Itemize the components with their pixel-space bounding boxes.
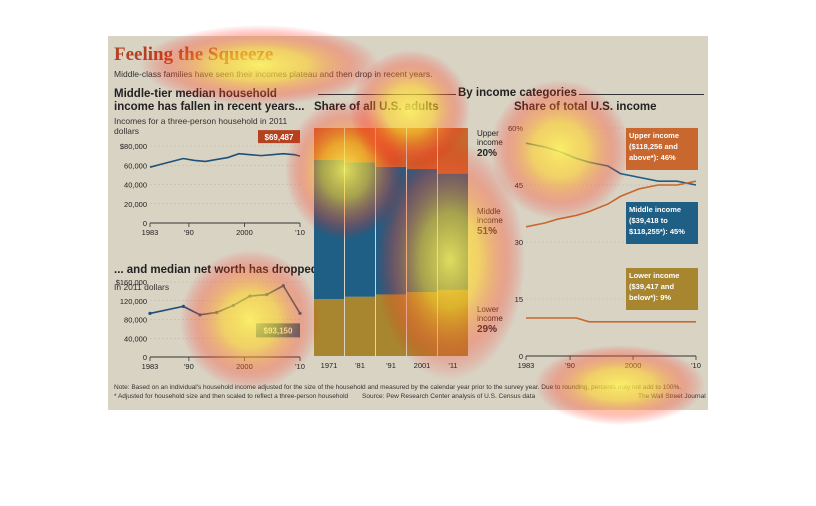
series-callout-label: $118,255*): 45% [629,227,685,236]
y-tick-label: $80,000 [120,142,147,151]
source-credit: Source: Pew Research Center analysis of … [362,393,536,400]
y-tick-label: 0 [519,352,523,361]
bar-segment [314,299,344,356]
income-line [149,152,301,168]
x-tick-label: '81 [355,361,365,370]
networth-callout-label: $93,150 [264,326,293,335]
footnote-note: Note: Based on an individual's household… [114,384,682,391]
bar-segment [345,162,375,297]
bar-segment [314,159,344,299]
charts-canvas: 0 20,000 40,000 60,000 $80,000 1983 '90 2000 '10… [116,124,701,371]
share-label-value: 51% [477,226,497,237]
bar-segment [407,128,437,170]
bar-segment [376,128,406,167]
publisher-credit: The Wall Street Journal [638,393,706,400]
x-tick-label: '11 [448,361,457,370]
x-tick-label: '10 [295,362,305,371]
footnote-adjusted: * Adjusted for household size and then s… [114,393,349,400]
data-point [215,310,219,315]
y-tick-label: 30 [515,238,523,247]
share-label-value: 29% [477,324,497,335]
data-point [265,293,269,297]
income-chart-unit: Incomes for a three-person household in … [114,116,288,136]
series-callout-label: above*): 46% [629,153,676,162]
x-tick-label: 1971 [321,361,338,370]
bar-segment [314,128,344,160]
series-callout-label: Lower income [629,271,679,280]
x-tick-label: 2000 [625,361,642,370]
share-label-value: 20% [477,148,497,159]
share-label-name: income [477,138,503,147]
networth-line [149,284,301,316]
bar-segment [345,296,375,356]
share-label-name: Upper [477,129,499,138]
x-tick-label: 1983 [518,361,535,370]
x-tick-label: 2001 [414,361,431,370]
y-tick-label: 45 [515,181,523,190]
series-callout-label: Upper income [629,131,679,140]
y-tick-label: 0 [143,353,147,362]
y-tick-label: 120,000 [120,297,147,306]
bar-segment [438,289,468,356]
x-tick-label: '90 [184,228,194,237]
series-callout-box [626,202,698,244]
y-tick-label: 20,000 [124,200,147,209]
data-point [148,311,152,316]
infographic-panel: Feeling the Squeeze Middle-class familie… [108,36,708,410]
networth-chart-unit: In 2011 dollars [114,282,170,292]
share-label-name: Lower [477,305,499,314]
data-point [281,284,285,288]
y-tick-label: 60% [508,124,523,133]
bar-segment [438,128,468,174]
data-point [181,304,185,308]
x-tick-label: 2000 [236,362,253,371]
data-point [298,311,302,315]
x-tick-label: '90 [184,362,194,371]
series-callout-label: ($39,417 and [629,282,674,291]
series-callout-box [626,268,698,310]
series-callout-label: ($118,256 and [629,142,678,151]
data-point [231,303,235,308]
bar-segment [407,292,437,356]
bar-segment [345,128,375,163]
data-point [198,313,202,317]
data-point [248,294,252,298]
y-tick-label: 60,000 [124,161,147,170]
share-label-name: Middle [477,207,501,216]
x-tick-label: '10 [295,228,305,237]
y-tick-label: 80,000 [124,316,147,325]
income-callout-label: $69,487 [265,133,294,142]
x-tick-label: 2000 [236,228,253,237]
share-label-name: income [477,216,503,225]
y-tick-label: 0 [143,219,147,228]
y-tick-label: 15 [515,295,523,304]
series-callout-label: below*): 9% [629,293,671,302]
bar-segment [376,166,406,295]
share-label-name: income [477,314,503,323]
y-tick-label: 40,000 [124,181,147,190]
x-tick-label: 1983 [142,228,159,237]
x-tick-label: '10 [691,361,701,370]
x-tick-label: 1983 [142,362,159,371]
y-tick-label: $160,000 [116,278,147,287]
x-tick-label: '91 [386,361,396,370]
series-callout-box [626,128,698,170]
income-share-line [526,317,696,323]
series-callout-label: Middle income [629,205,681,214]
bar-segment [407,169,437,293]
bar-segment [438,173,468,290]
y-tick-label: 40,000 [124,334,147,343]
series-callout-label: ($39,418 to [629,216,668,225]
x-tick-label: '90 [565,361,575,370]
bar-segment [376,294,406,356]
